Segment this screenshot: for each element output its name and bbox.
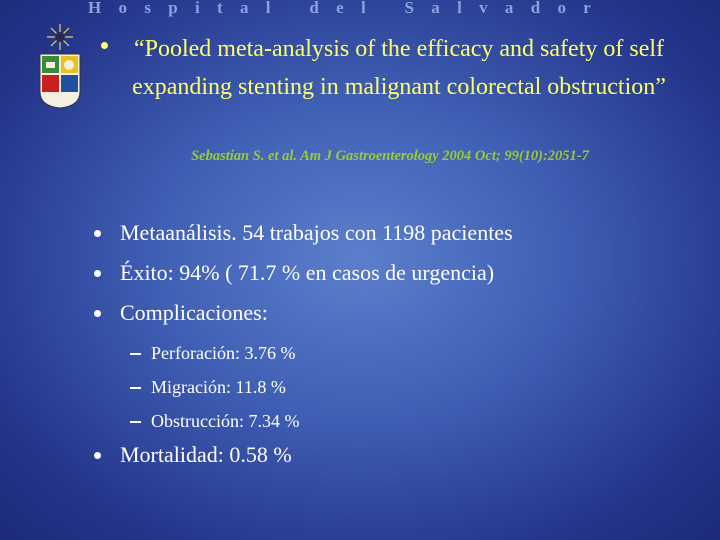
bullet bbox=[94, 270, 101, 277]
dash bbox=[130, 421, 141, 423]
sub-bullet-item: Perforación: 3.76 % bbox=[90, 338, 690, 372]
bullet-item-text: Complicaciones: bbox=[120, 300, 268, 325]
sub-bullet-item: Obstrucción: 7.34 % bbox=[90, 406, 690, 440]
bullet bbox=[94, 230, 101, 237]
bullet-item-text: Metaanálisis. 54 trabajos con 1198 pacie… bbox=[120, 220, 513, 245]
bullet-list: Metaanálisis. 54 trabajos con 1198 pacie… bbox=[90, 218, 690, 480]
citation: Sebastian S. et al. Am J Gastroenterolog… bbox=[191, 148, 589, 164]
bullet-item-text: Éxito: 94% ( 71.7 % en casos de urgencia… bbox=[120, 260, 495, 285]
slide-title: “Pooled meta-analysis of the efficacy an… bbox=[132, 36, 666, 100]
dash bbox=[130, 387, 141, 389]
bullet-item: Metaanálisis. 54 trabajos con 1198 pacie… bbox=[90, 218, 690, 258]
bullet-item-text: Mortalidad: 0.58 % bbox=[120, 442, 292, 467]
institution: Hospital del Salvador bbox=[88, 0, 609, 17]
bullet bbox=[101, 42, 108, 49]
dash bbox=[130, 353, 141, 355]
sub-bullet-item-text: Migración: 11.8 % bbox=[151, 377, 286, 397]
bullet bbox=[94, 310, 101, 317]
bullet-item: Complicaciones: bbox=[90, 298, 690, 338]
sub-bullet-item-text: Obstrucción: 7.34 % bbox=[151, 411, 300, 431]
bullet-item: Éxito: 94% ( 71.7 % en casos de urgencia… bbox=[90, 258, 690, 298]
logo bbox=[39, 24, 81, 109]
bullet bbox=[94, 452, 101, 459]
sub-bullet-item-text: Perforación: 3.76 % bbox=[151, 343, 296, 363]
sub-bullet-item: Migración: 11.8 % bbox=[90, 372, 690, 406]
bullet-item: Mortalidad: 0.58 % bbox=[90, 440, 690, 480]
